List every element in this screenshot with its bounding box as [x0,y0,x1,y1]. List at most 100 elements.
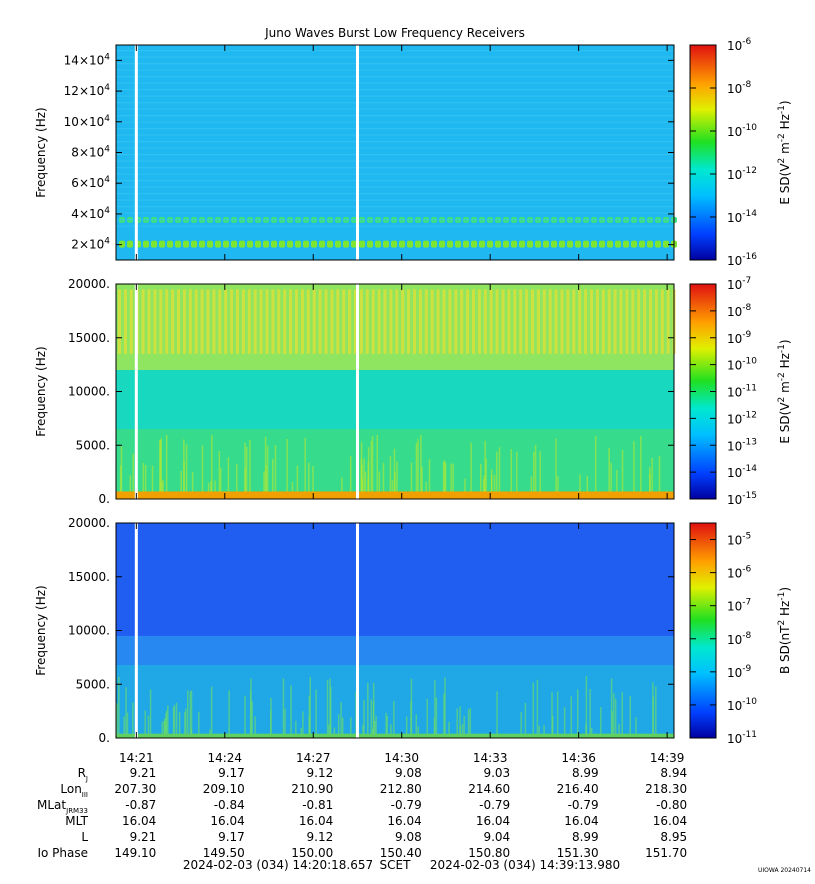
burst-streak [286,438,288,499]
emission-band-mark [183,240,189,248]
burst-streak [425,481,427,499]
burst-streak [165,434,168,499]
burst-streak [284,708,286,738]
emission-band-mark [335,240,341,248]
burst-streak [464,478,466,499]
burst-streak [444,677,446,738]
emission-band-mark [590,289,593,354]
data-gap [355,523,359,738]
ephemeris-value: -0.79 [479,798,510,812]
burst-streak [493,474,496,499]
emission-band-mark [383,289,387,354]
x-tick-label: 14:36 [561,751,596,765]
colorbar-label: B SD(nT2 Hz-1) [777,587,792,674]
burst-streak [149,689,152,738]
burst-streak [586,475,589,499]
emission-band-mark [647,240,653,248]
texture-line [116,180,674,182]
burst-streak [390,724,392,738]
colorbar-tick-label: 10-7 [727,276,751,292]
burst-streak [244,468,247,499]
emission-band-mark [489,289,493,354]
burst-streak [144,465,147,499]
emission-band-mark [560,289,564,354]
burst-streak [329,686,332,738]
emission-band-mark [551,240,557,248]
data-gap [134,284,138,499]
burst-streak [120,446,123,499]
y-tick-label: 4×104 [71,206,110,221]
burst-streak [333,727,336,738]
emission-band-mark [118,289,121,354]
emission-band-mark [342,289,346,354]
y-tick-label: 15000. [68,331,110,345]
burst-streak [340,701,342,738]
texture-line [116,173,674,175]
y-tick-label: 20000. [68,516,110,530]
emission-band-mark [543,240,549,248]
ephemeris-row-label: MLatJRM33 [37,798,88,815]
texture-line [116,102,674,104]
burst-streak [185,444,188,499]
emission-band-mark [330,289,334,354]
burst-streak [132,453,134,499]
emission-band-mark [495,240,501,248]
emission-band-mark [477,289,481,354]
emission-band-mark [455,240,461,248]
burst-streak [159,440,161,499]
colorbar-tick-label: 10-6 [727,37,752,53]
emission-band-mark [439,240,445,248]
emission-band-mark [654,289,658,354]
emission-band-mark [236,289,239,354]
burst-streak [570,696,572,738]
burst-streak [483,475,486,499]
burst-streak [270,697,272,738]
burst-streak [198,711,200,738]
colorbar-tick-label: 10-8 [727,631,752,647]
burst-streak [263,471,265,499]
emission-band-mark [188,289,192,354]
burst-streak [175,702,178,738]
burst-streak [648,467,651,499]
burst-streak [190,728,193,738]
burst-streak [178,711,181,738]
burst-streak [210,686,213,738]
burst-streak [236,463,238,499]
burst-streak [147,715,150,738]
burst-streak [123,716,126,738]
y-tick-label: 12×104 [64,83,111,98]
burst-streak [271,459,274,499]
colorbar-tick-label: 10-10 [727,357,757,373]
ephemeris-value: 210.90 [291,782,333,796]
burst-streak [444,463,447,499]
emission-band-mark [436,289,440,354]
panels: 2×104 4×104 6×104 8×104 10×104 12×104 14×104 Fr… [34,37,792,765]
footer-start-time: 2024-02-03 (034) 14:20:18.657 [183,858,373,872]
burst-streak [470,442,472,499]
ephemeris-value: 207.30 [114,782,156,796]
burst-streak [167,705,169,738]
emission-band-mark [399,240,405,248]
burst-streak [302,711,304,738]
burst-streak [590,727,593,738]
burst-streak [485,458,487,499]
emission-band-mark [483,289,487,354]
emission-band-mark [354,289,357,354]
emission-band-mark [591,240,597,248]
y-axis-label: Frequency (Hz) [34,585,48,676]
emission-band-mark [318,289,322,354]
ephemeris-value: 9.17 [218,830,245,844]
chart-title: Juno Waves Burst Low Frequency Receivers [264,26,525,40]
colorbar-tick-label: 10-13 [727,437,757,453]
texture-line [116,212,674,214]
burst-streak [479,463,482,499]
burst-streak [364,471,367,499]
texture-line [116,219,674,221]
burst-streak [410,462,413,499]
colorbar-tick-label: 10-10 [727,123,757,139]
y-tick-label: 6×104 [71,175,110,190]
emission-band-mark [572,289,576,354]
burst-streak [315,689,317,738]
colorbar-tick-label: 10-8 [727,303,752,319]
emission-band-mark [637,289,641,354]
